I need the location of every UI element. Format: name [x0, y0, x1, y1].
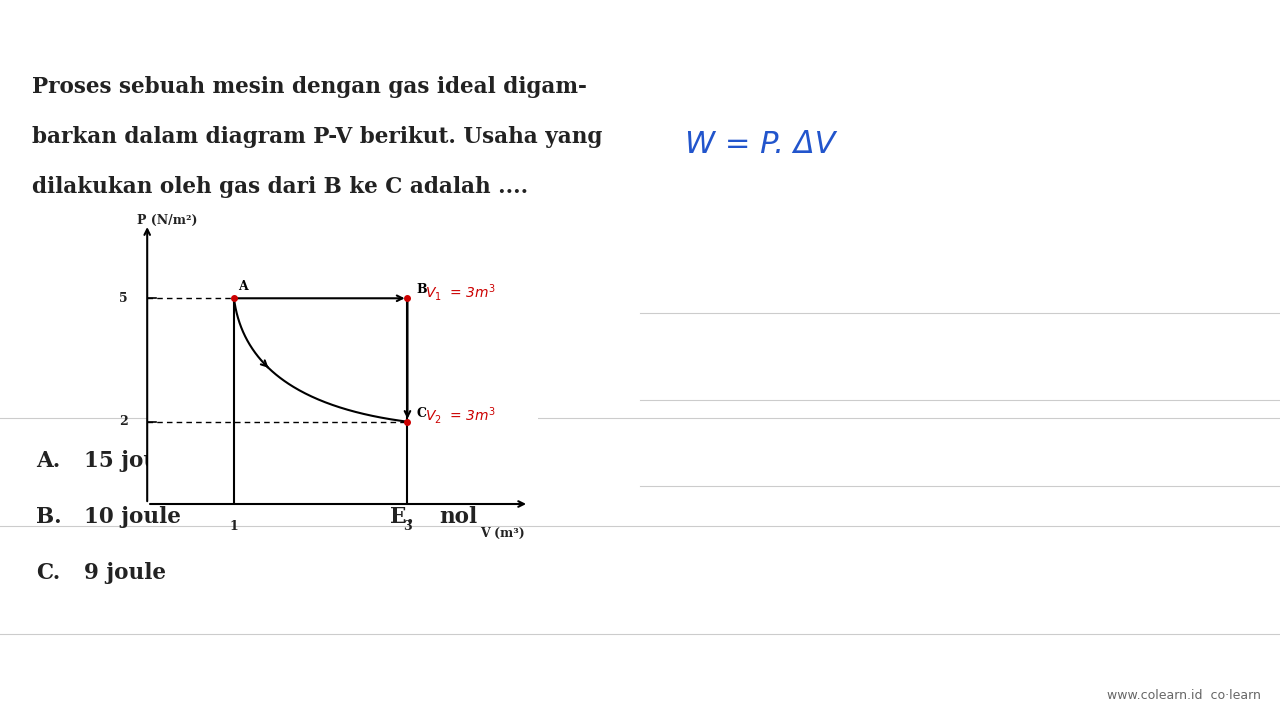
Text: A: A: [238, 280, 248, 293]
Text: dilakukan oleh gas dari B ke C adalah ....: dilakukan oleh gas dari B ke C adalah ..…: [32, 176, 529, 199]
Text: P (N/m²): P (N/m²): [137, 214, 197, 227]
Text: 2: 2: [119, 415, 128, 428]
Text: $V_2$  = 3m$^3$: $V_2$ = 3m$^3$: [425, 405, 495, 426]
Text: 9 joule: 9 joule: [84, 562, 166, 585]
Text: C: C: [416, 407, 426, 420]
Text: 10 joule: 10 joule: [84, 506, 182, 528]
Text: 5: 5: [119, 292, 128, 305]
Text: D.: D.: [390, 450, 416, 472]
Text: E.: E.: [390, 506, 415, 528]
Text: nol: nol: [439, 506, 477, 528]
Text: C.: C.: [36, 562, 60, 585]
Text: www.colearn.id  co·learn: www.colearn.id co·learn: [1107, 689, 1261, 702]
Text: Proses sebuah mesin dengan gas ideal digam-: Proses sebuah mesin dengan gas ideal dig…: [32, 76, 586, 98]
Text: $V_1$  = 3m$^3$: $V_1$ = 3m$^3$: [425, 282, 495, 302]
Text: W = P. ΔV: W = P. ΔV: [685, 130, 836, 158]
Text: 3: 3: [403, 521, 412, 534]
Text: barkan dalam diagram P-V berikut. Usaha yang: barkan dalam diagram P-V berikut. Usaha …: [32, 126, 603, 148]
Text: A.: A.: [36, 450, 60, 472]
Text: V (m³): V (m³): [480, 526, 525, 539]
Text: B.: B.: [36, 506, 61, 528]
Text: 1: 1: [229, 521, 238, 534]
Text: 6 joule: 6 joule: [439, 450, 521, 472]
Text: 15 joule: 15 joule: [84, 450, 182, 472]
Text: B: B: [416, 283, 426, 296]
